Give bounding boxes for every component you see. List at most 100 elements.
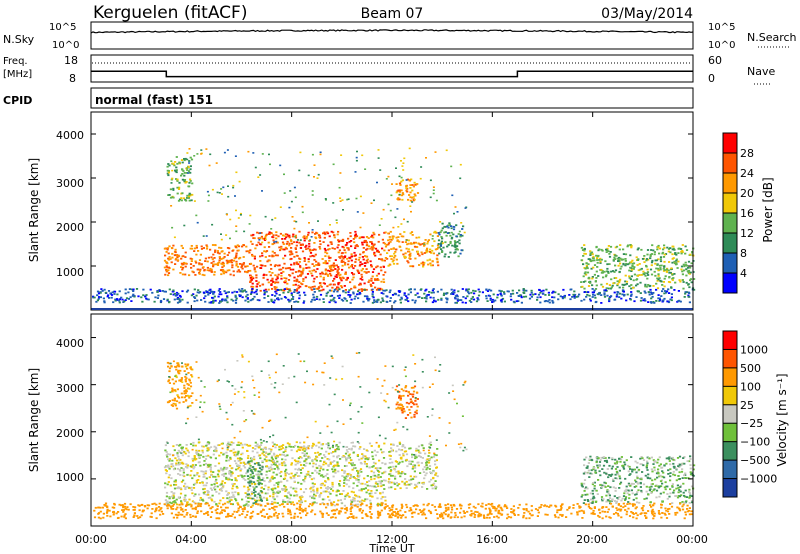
power-cell [236,291,239,293]
power-cell [178,161,181,164]
power-cell [166,262,169,265]
power-cell [429,248,432,251]
vel-cell [398,461,401,464]
power-cell [205,247,209,250]
power-cell [681,279,684,281]
vel-cell [276,466,279,469]
power-cell [394,251,397,253]
vel-cell [361,453,364,455]
vel-cell [186,466,189,469]
power-cell [425,300,428,303]
vel-cell [592,499,595,502]
vel-cell [175,366,178,368]
vel-cell [401,411,404,414]
power-cell [180,174,183,177]
power-cell [665,291,668,294]
vel-cell [616,471,619,474]
vel-cell [310,490,313,493]
power-cell [285,243,288,245]
power-cell [362,212,365,214]
vel-cell [245,443,249,446]
vel-cell [368,492,371,495]
power-cell [377,272,380,275]
vel-cell [355,494,358,497]
power-cell [130,288,134,291]
power-cell [347,198,350,200]
vel-cell [637,468,641,471]
power-cell [168,245,171,248]
vel-cell [182,469,185,472]
vel-cell [583,499,586,501]
power-cell [304,276,307,279]
power-cell [184,273,187,276]
power-cell [616,283,619,286]
power-cell [206,291,209,293]
power-cell [283,296,287,298]
power-cell [322,298,325,300]
power-cell [334,301,337,304]
power-cell [324,255,327,257]
power-cell [313,296,316,299]
power-cell [293,186,296,189]
power-cell [165,251,168,253]
vel-cell [399,487,402,490]
power-cell [299,275,302,277]
power-cell [296,292,299,294]
vel-cell [432,483,435,486]
power-cell [252,237,255,239]
power-cell [336,233,339,236]
power-cell [437,232,440,234]
power-cell [353,286,356,289]
power-cell [614,246,617,249]
power-cell [327,255,330,258]
power-cell [215,162,218,164]
power-cell [509,295,512,298]
power-cell [413,181,416,184]
power-cell [426,294,429,296]
power-cell [255,274,258,277]
power-cell [141,300,144,303]
vel-cell [300,464,303,466]
power-cell [92,296,95,299]
vel-cell [672,470,675,473]
power-cell [381,238,384,241]
vel-cell [311,504,314,507]
vel-cell [347,454,350,457]
power-cell [363,265,367,267]
power-cell [626,293,629,296]
vel-cell [213,500,216,503]
vel-cell [331,489,335,492]
power-cell [283,248,286,251]
vel-cell [688,491,691,493]
vel-cell [188,378,191,381]
vel-cell [600,487,603,489]
power-cell [190,258,194,260]
power-cell [378,224,381,226]
vel-cell [231,496,234,498]
power-cell [343,249,346,251]
vel-cell [378,459,381,462]
power-cell [318,289,321,292]
power-cell [431,238,434,240]
vel-cell [293,459,297,462]
vel-cell [187,384,190,386]
power-cell [413,245,417,248]
vel-cell [278,448,281,451]
power-cell [294,283,297,286]
power-cell [270,268,273,270]
vel-cell [230,444,233,446]
power-cell [428,251,432,253]
power-cell [472,289,475,292]
power-cell [587,285,591,287]
power-cell [241,290,244,293]
power-cell [156,291,159,293]
power-cell [301,250,305,253]
vel-cell [218,492,221,495]
power-cell [280,247,283,250]
vel-cell [356,500,359,502]
power-cell [485,297,488,300]
vel-cell [341,475,344,477]
vel-cell [373,474,377,477]
power-cell [350,298,353,301]
power-cell [389,263,392,266]
